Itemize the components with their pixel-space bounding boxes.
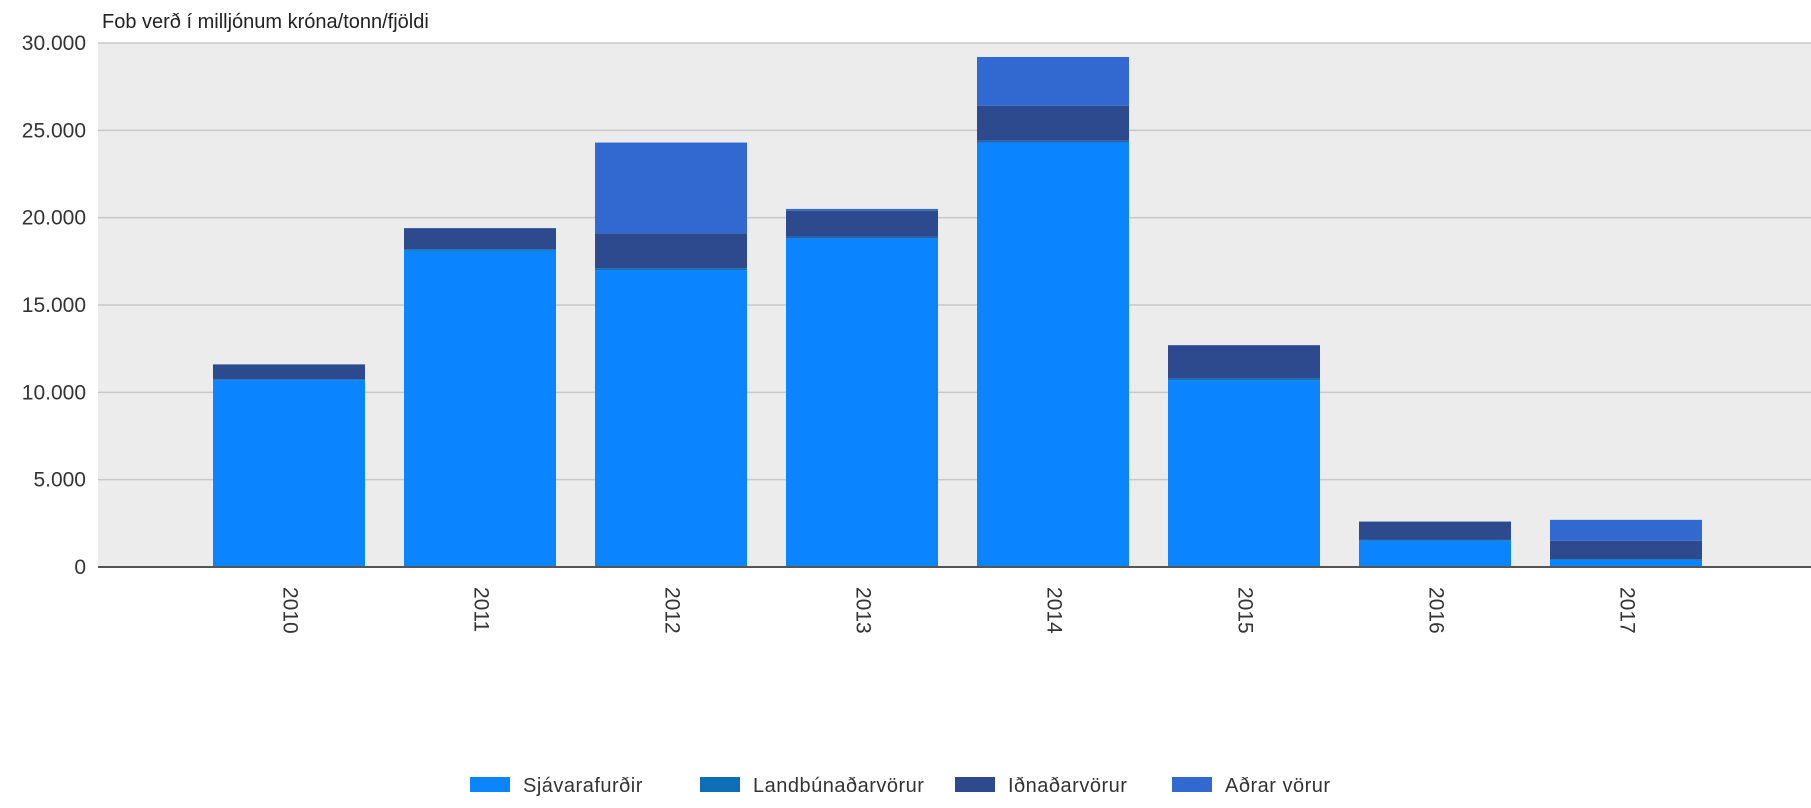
bar-segment [1550,540,1702,560]
legend-label: Iðnaðarvörur [1008,775,1127,797]
y-tick-label: 30.000 [22,32,86,55]
x-axis-ticks: 2010 2011 2012 2013 2014 2015 2016 2017 [278,587,1638,634]
bar-segment [977,105,1129,141]
gridlines [98,42,1811,481]
x-tick-label: 2010 [278,587,301,634]
legend: Sjávarafurðir Landbúnaðarvörur Iðnaðarvöru… [470,775,1331,797]
legend-label: Aðrar vörur [1225,775,1331,797]
x-tick-label: 2016 [1424,587,1447,634]
legend-swatch [470,777,510,792]
bar-segment [595,270,747,567]
y-axis-title: Fob verð í milljónum króna/tonn/fjöldi [102,11,429,33]
bar-segment [404,249,556,251]
bar-segment [213,380,365,567]
legend-swatch [700,777,740,792]
bar-segment [1550,519,1702,541]
bar-segment [786,238,938,568]
legend-label: Sjávarafurðir [523,775,643,797]
x-tick-label: 2017 [1615,587,1638,634]
x-tick-label: 2015 [1233,587,1256,634]
bar-segment [595,268,747,271]
bar-segment [1359,539,1511,541]
bar-segment [977,140,1129,143]
bar-segment [595,233,747,269]
bar-segment [786,210,938,237]
bar-segment [977,56,1129,106]
bar-segment [786,208,938,211]
x-tick-label: 2011 [469,587,492,632]
bar-segment [213,379,365,381]
legend-swatch [955,777,995,792]
y-tick-label: 20.000 [22,207,86,230]
x-tick-label: 2014 [1042,587,1065,634]
bar-segment [213,364,365,380]
bar-segment [404,228,556,250]
bar-segment [1359,521,1511,540]
y-tick-label: 5.000 [33,469,86,492]
bar-segment [1168,345,1320,379]
x-tick-label: 2012 [660,587,683,634]
bar-segment [1168,380,1320,567]
y-axis-ticks: 0 5.000 10.000 15.000 20.000 25.000 30.000 [22,32,86,579]
y-tick-label: 10.000 [22,381,86,404]
bar-segment [1359,540,1511,567]
bars [213,56,1702,568]
x-tick-label: 2013 [851,587,874,634]
bar-segment [404,250,556,567]
bar-segment [1550,559,1702,561]
bar-segment [977,142,1129,567]
y-tick-label: 0 [74,556,86,579]
legend-swatch [1172,777,1212,792]
y-tick-label: 25.000 [22,119,86,142]
bar-segment [786,236,938,239]
bar-segment [1168,378,1320,381]
bar-segment [1550,560,1702,567]
legend-label: Landbúnaðarvörur [753,775,924,797]
y-tick-label: 15.000 [22,294,86,317]
bar-segment [595,142,747,234]
